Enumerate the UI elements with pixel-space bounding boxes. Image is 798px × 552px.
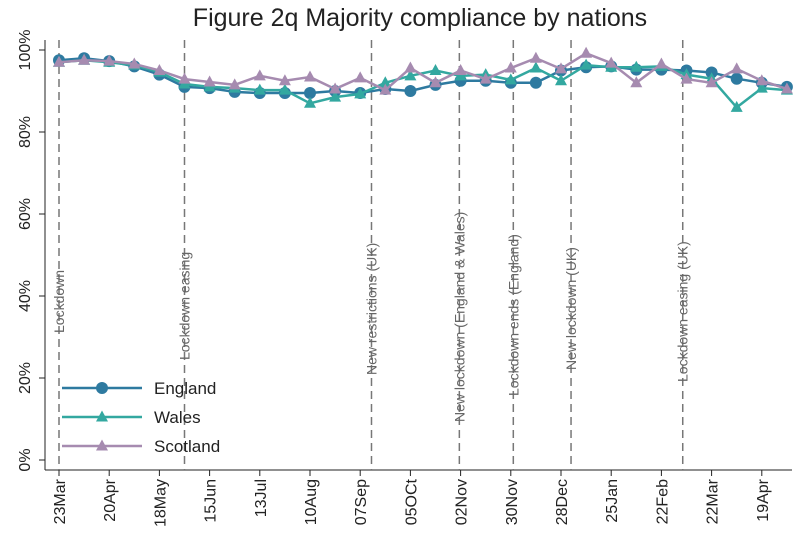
point (128, 57, 141, 69)
point (429, 64, 442, 75)
point (529, 51, 542, 63)
point (630, 76, 643, 88)
x-tick-label: 22Mar (705, 478, 722, 524)
point (103, 54, 116, 66)
point (404, 69, 417, 81)
point (680, 72, 693, 84)
point (329, 90, 342, 102)
point (555, 74, 567, 86)
y-tick-label: 40% (17, 280, 34, 312)
legend-marker (96, 439, 108, 451)
point (253, 69, 266, 81)
x-tick-label: 05OCt (403, 478, 420, 525)
event-label: Lockdown ends (England) (505, 234, 521, 396)
point (655, 57, 668, 69)
point (253, 83, 266, 95)
event-label: New restrictions (UK) (363, 243, 379, 375)
point (278, 74, 291, 86)
point (379, 76, 392, 88)
point (605, 56, 618, 68)
x-tick-label: 20Apr (102, 478, 119, 521)
y-tick-label: 0% (17, 448, 34, 471)
chart-title: Figure 2q Majority compliance by nations (193, 4, 647, 32)
point (304, 87, 316, 100)
point (354, 87, 367, 99)
point (78, 53, 91, 65)
point (730, 100, 743, 112)
point (278, 83, 291, 95)
point (755, 74, 768, 86)
event-label: New lockdown (England & Wales) (451, 212, 467, 422)
point (780, 82, 793, 94)
point (504, 73, 517, 85)
x-tick-label: 13Jul (253, 479, 270, 517)
point (153, 64, 166, 75)
legend-marker (96, 382, 108, 394)
y-tick-label: 60% (17, 198, 34, 230)
point (53, 55, 65, 67)
point (304, 70, 316, 82)
point (580, 46, 593, 58)
point (529, 76, 542, 89)
event-label: Lockdown easing (UK) (675, 241, 691, 382)
legend-marker (96, 410, 108, 422)
point (404, 61, 417, 73)
legend-label: Wales (154, 408, 201, 427)
x-tick-label: 10Aug (303, 479, 320, 525)
point (555, 62, 567, 74)
x-tick-label: 15Jun (203, 479, 220, 523)
point (705, 76, 718, 88)
y-tick-label: 100% (17, 30, 34, 71)
point (178, 72, 191, 84)
event-label: Lockdown easing (177, 252, 193, 360)
y-tick-label: 80% (17, 116, 34, 148)
point (479, 72, 492, 84)
point (203, 75, 216, 87)
x-tick-label: 30Nov (504, 479, 521, 525)
point (755, 81, 768, 93)
point (630, 60, 643, 72)
legend-label: Scotland (154, 437, 220, 456)
point (354, 71, 367, 83)
point (228, 78, 241, 90)
point (504, 61, 517, 73)
x-tick-label: 22Feb (654, 479, 671, 524)
point (580, 58, 593, 70)
x-tick-label: 18May (152, 479, 169, 527)
point (329, 82, 342, 94)
x-tick-label: 07Sep (353, 479, 370, 525)
x-tick-label: 23Mar (52, 478, 69, 524)
point (429, 76, 442, 88)
point (529, 61, 542, 73)
x-tick-label: 19Apr (755, 478, 772, 521)
series-line (58, 58, 788, 110)
event-label: Lockdown (51, 270, 67, 333)
legend-label: England (154, 379, 216, 398)
point (730, 62, 743, 74)
x-tick-label: 02Nov (454, 479, 471, 525)
point (730, 72, 743, 85)
event-label: New lockdown (UK) (563, 247, 579, 370)
point (379, 83, 392, 95)
point (304, 96, 316, 108)
x-tick-label: 28Dec (554, 479, 571, 525)
y-tick-label: 20% (17, 362, 34, 394)
x-tick-label: 25Jan (604, 479, 621, 523)
point (404, 85, 417, 97)
point (454, 64, 467, 75)
